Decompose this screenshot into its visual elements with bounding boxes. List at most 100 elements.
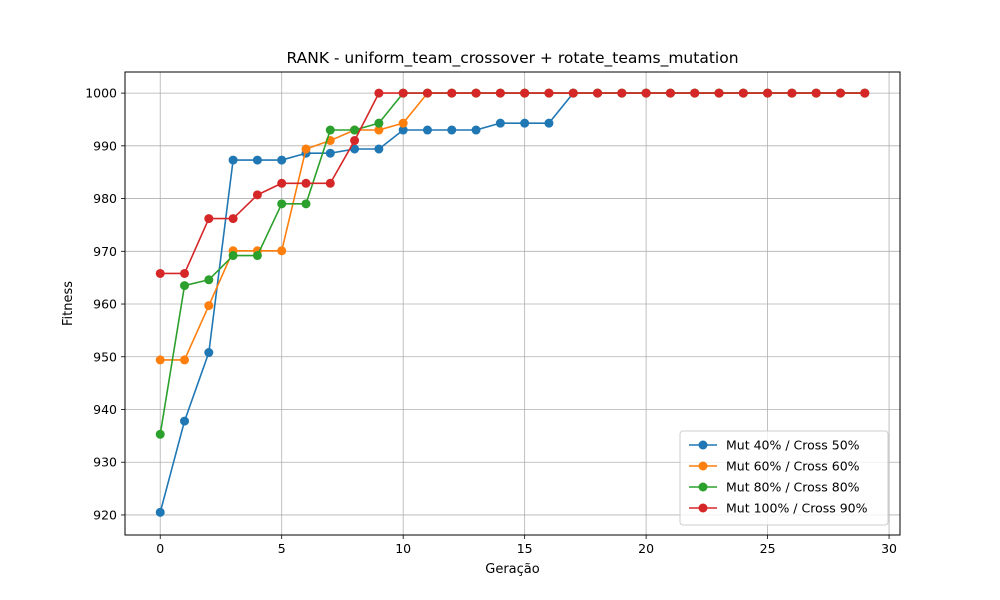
data-point <box>617 88 627 98</box>
legend-label: Mut 60% / Cross 60% <box>726 459 860 474</box>
data-point <box>350 144 360 154</box>
data-point <box>204 301 214 311</box>
data-point <box>544 88 554 98</box>
data-point <box>860 88 870 98</box>
data-point <box>544 118 554 128</box>
y-tick-label: 920 <box>93 507 117 522</box>
y-tick-label: 940 <box>93 402 117 417</box>
data-point <box>374 144 384 154</box>
data-point <box>738 88 748 98</box>
x-tick-label: 25 <box>760 541 776 556</box>
data-point <box>277 199 287 209</box>
data-point <box>277 155 287 165</box>
data-point <box>593 88 603 98</box>
data-point <box>301 144 311 154</box>
legend: Mut 40% / Cross 50% Mut 60% / Cross 60% Mu… <box>679 430 889 526</box>
data-point <box>325 125 335 135</box>
data-point <box>252 251 262 261</box>
legend-box <box>679 430 889 526</box>
legend-swatch-marker <box>698 461 708 471</box>
data-point <box>398 118 408 128</box>
data-point <box>180 281 190 291</box>
data-point <box>325 148 335 158</box>
data-point <box>374 118 384 128</box>
legend-label: Mut 40% / Cross 50% <box>726 438 860 453</box>
data-point <box>252 155 262 165</box>
data-point <box>690 88 700 98</box>
y-tick-label: 960 <box>93 297 117 312</box>
data-point <box>277 246 287 256</box>
data-point <box>180 416 190 426</box>
data-point <box>665 88 675 98</box>
data-point <box>763 88 773 98</box>
legend-item: Mut 100% / Cross 90% <box>689 501 868 516</box>
legend-label: Mut 80% / Cross 80% <box>726 480 860 495</box>
data-point <box>350 125 360 135</box>
data-point <box>520 88 530 98</box>
y-tick-label: 970 <box>93 244 117 259</box>
data-point <box>204 275 214 285</box>
data-point <box>155 355 165 365</box>
data-point <box>252 190 262 200</box>
data-point <box>155 268 165 278</box>
data-point <box>495 88 505 98</box>
data-point <box>641 88 651 98</box>
x-tick-label: 0 <box>156 541 164 556</box>
data-point <box>350 136 360 146</box>
y-tick-label: 950 <box>93 349 117 364</box>
data-point <box>180 268 190 278</box>
data-point <box>204 214 214 224</box>
data-point <box>228 251 238 261</box>
legend-label: Mut 100% / Cross 90% <box>726 501 868 516</box>
legend-item: Mut 40% / Cross 50% <box>689 438 860 453</box>
data-point <box>714 88 724 98</box>
series-lines <box>155 88 870 517</box>
data-point <box>155 507 165 517</box>
y-tick-label: 1000 <box>85 86 117 101</box>
data-point <box>228 155 238 165</box>
data-point <box>277 178 287 188</box>
data-point <box>204 348 214 358</box>
x-tick-label: 15 <box>517 541 533 556</box>
legend-swatch-marker <box>698 482 708 492</box>
y-tick-label: 980 <box>93 191 117 206</box>
data-point <box>447 125 457 135</box>
y-tick-label: 990 <box>93 138 117 153</box>
axis-ticks: 0 5 10 15 20 25 30 920 930 940 950 960 970 980 990 1000 <box>85 86 897 556</box>
plot-frame <box>124 71 901 536</box>
data-point <box>568 88 578 98</box>
x-tick-label: 10 <box>395 541 411 556</box>
series-4 <box>155 88 870 278</box>
data-point <box>520 118 530 128</box>
y-axis-label: Fitness <box>61 281 76 326</box>
legend-item: Mut 60% / Cross 60% <box>689 459 860 474</box>
legend-item: Mut 80% / Cross 80% <box>689 480 860 495</box>
data-point <box>495 118 505 128</box>
data-point <box>447 88 457 98</box>
legend-swatch-marker <box>698 440 708 450</box>
x-tick-label: 20 <box>638 541 654 556</box>
data-point <box>155 429 165 439</box>
grid-lines <box>125 72 900 535</box>
chart-title: RANK - uniform_team_crossover + rotate_t… <box>286 49 738 68</box>
data-point <box>301 199 311 209</box>
x-axis-label: Geração <box>485 562 539 577</box>
legend-swatch-marker <box>698 503 708 513</box>
data-point <box>471 125 481 135</box>
data-point <box>835 88 845 98</box>
data-point <box>398 125 408 135</box>
data-point <box>301 178 311 188</box>
y-tick-label: 930 <box>93 455 117 470</box>
data-point <box>422 125 432 135</box>
data-point <box>228 214 238 224</box>
data-point <box>422 88 432 98</box>
data-point <box>374 88 384 98</box>
data-point <box>471 88 481 98</box>
data-point <box>325 178 335 188</box>
x-tick-label: 30 <box>881 541 897 556</box>
x-tick-label: 5 <box>278 541 286 556</box>
data-point <box>374 125 384 135</box>
data-point <box>811 88 821 98</box>
